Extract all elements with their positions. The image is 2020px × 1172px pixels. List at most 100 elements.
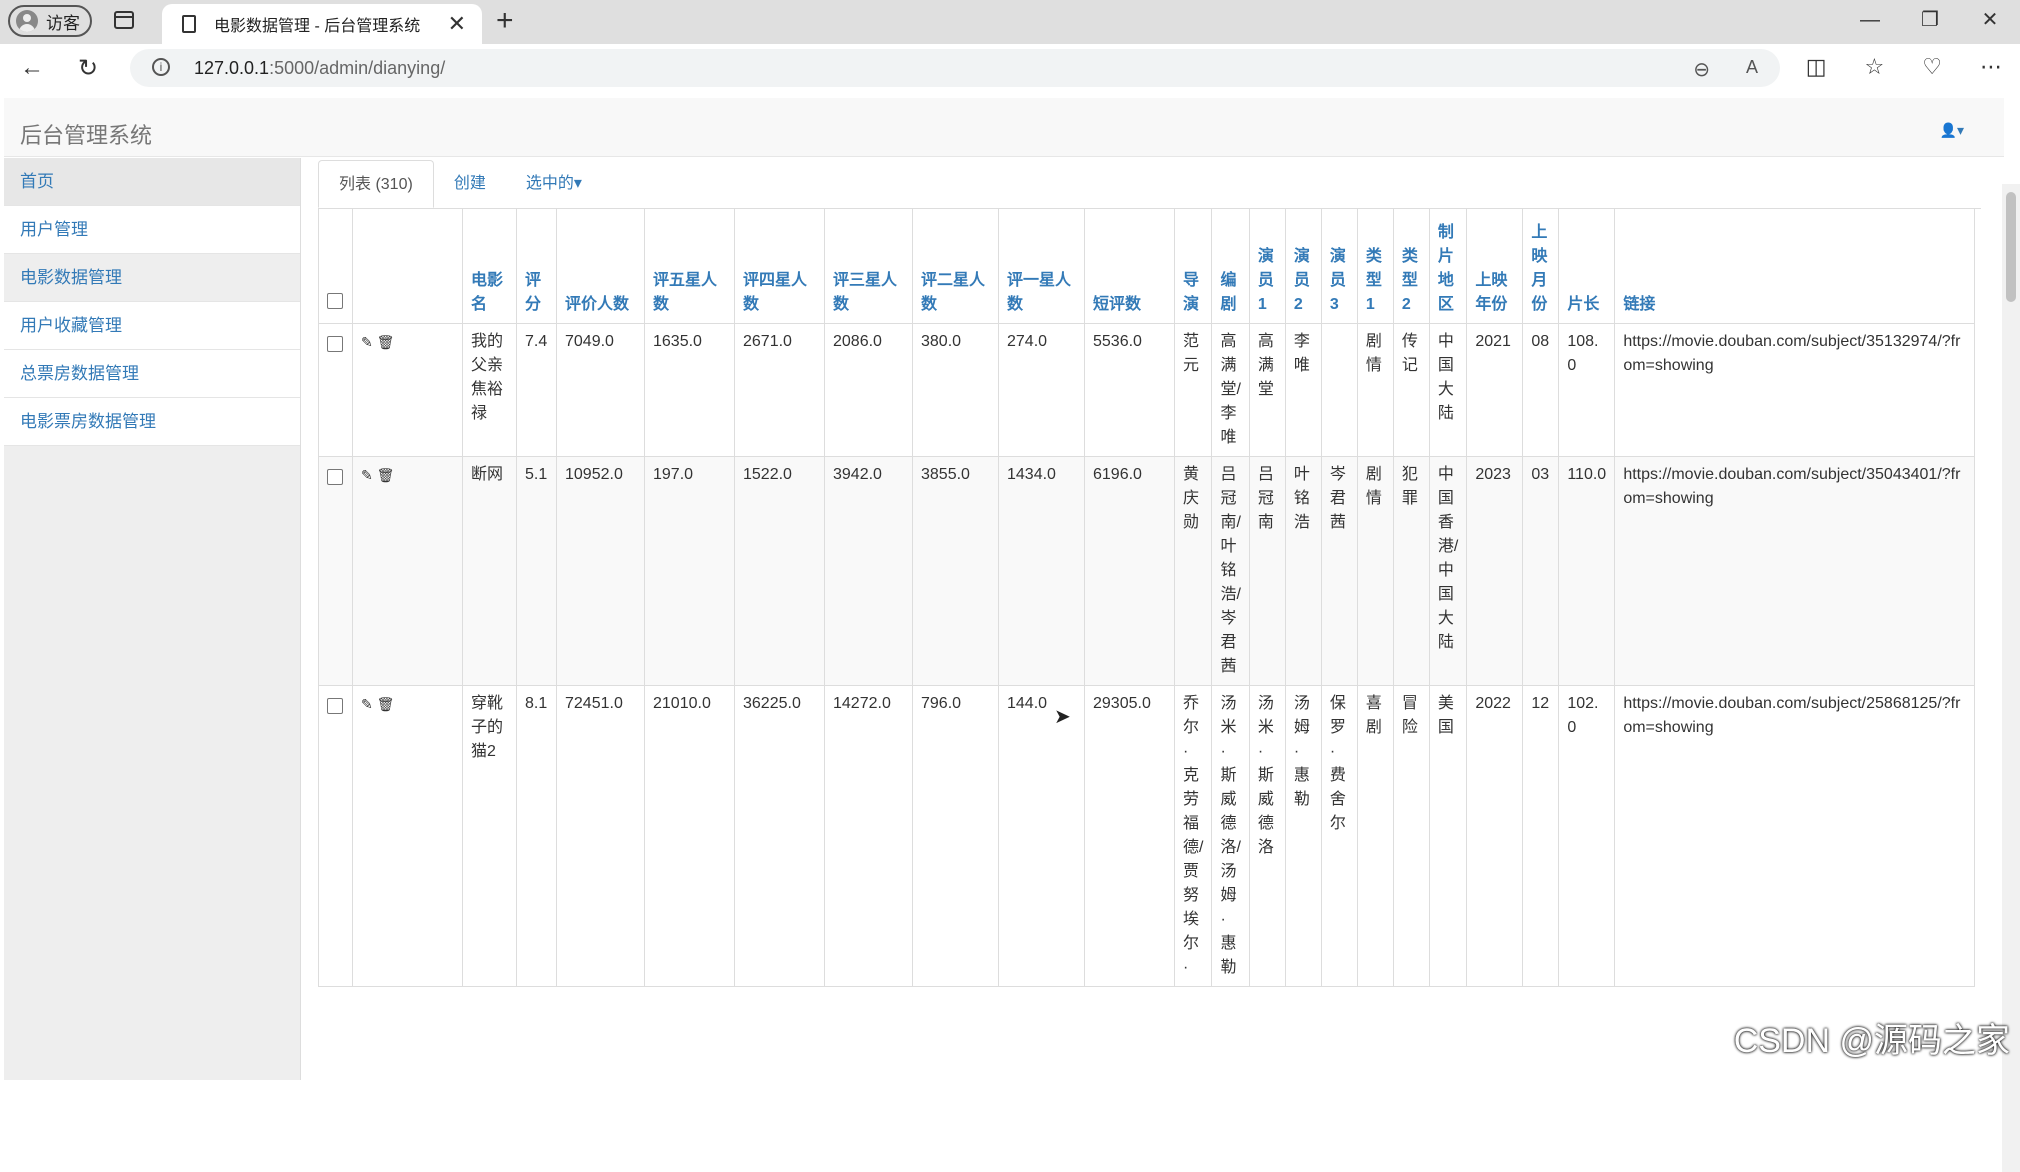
page-scrollbar[interactable]	[2002, 184, 2020, 1172]
split-screen-icon[interactable]: ◫	[1805, 54, 1827, 79]
table-cell: 1434.0	[998, 456, 1085, 686]
tab-selected-actions[interactable]: 选中的▾	[525, 175, 582, 192]
sidebar-item-movies[interactable]: 电影数据管理	[4, 254, 300, 302]
col-header[interactable]: 短评数	[1084, 208, 1175, 324]
profile-button[interactable]: 访客	[8, 5, 92, 37]
table-cell: 7049.0	[556, 323, 645, 457]
main-content: 列表 (310) 创建 选中的▾ 电影名	[318, 160, 1981, 1080]
sidebar-item-total-boxoffice[interactable]: 总票房数据管理	[4, 350, 300, 398]
col-header[interactable]: 片长	[1558, 208, 1616, 324]
close-tab-icon[interactable]: ✕	[447, 11, 466, 36]
table-cell[interactable]: https://movie.douban.com/subject/3504340…	[1614, 456, 1976, 686]
col-header[interactable]: 演员1	[1248, 208, 1286, 324]
zoom-out-icon[interactable]: ⊖	[1693, 59, 1710, 81]
table-cell: 汤姆·惠勒	[1284, 685, 1322, 987]
url-text: 127.0.0.1:5000/admin/dianying/	[194, 58, 446, 78]
table-cell: 吕冠南/叶铭浩/岑君茜	[1211, 456, 1250, 686]
table-cell: 3942.0	[824, 456, 913, 686]
row-checkbox[interactable]	[327, 698, 343, 714]
restore-icon[interactable]: ❐	[1921, 9, 1939, 31]
sidebar-item-home[interactable]: 首页	[4, 158, 300, 206]
movies-table: 电影名 评分 评价人数 评五星人数 评四星人数 评三星人数 评二星人数 评一星人…	[318, 208, 1976, 987]
browser-health-icon[interactable]: ♡	[1922, 54, 1942, 79]
scrollbar-thumb[interactable]	[2006, 192, 2016, 302]
table-cell: 剧情	[1356, 323, 1394, 457]
app-brand[interactable]: 后台管理系统	[20, 123, 153, 148]
row-checkbox[interactable]	[327, 469, 343, 485]
table-cell: 108.0	[1558, 323, 1616, 457]
table-cell[interactable]: https://movie.douban.com/subject/3513297…	[1614, 323, 1976, 457]
table-cell: 李唯	[1284, 323, 1322, 457]
col-header[interactable]: 评五星人数	[644, 208, 735, 324]
table-row: ✎ 🗑 穿靴子的猫2 8.1 72451.0 21010.0 36225.0 14272.0…	[318, 685, 1976, 987]
col-header[interactable]: 制片地区	[1428, 208, 1468, 324]
table-cell: 3855.0	[912, 456, 999, 686]
edit-icon[interactable]: ✎	[361, 696, 373, 712]
table-cell: 29305.0	[1084, 685, 1175, 987]
table-cell: 我的父亲焦裕禄	[462, 323, 517, 457]
col-header[interactable]: 评价人数	[556, 208, 645, 324]
user-menu-icon[interactable]: 👤▾	[1939, 122, 1964, 138]
table-cell: 197.0	[644, 456, 735, 686]
minimize-icon[interactable]: —	[1860, 9, 1880, 31]
col-header[interactable]: 演员2	[1284, 208, 1322, 324]
site-info-icon[interactable]: i	[152, 58, 170, 76]
table-cell: 穿靴子的猫2	[462, 685, 517, 987]
col-header[interactable]: 评二星人数	[912, 208, 999, 324]
reload-icon[interactable]: ↻	[78, 55, 99, 82]
sidebar: 首页 用户管理 电影数据管理 用户收藏管理 总票房数据管理 电影票房数据管理	[4, 158, 301, 1080]
col-header[interactable]: 编剧	[1211, 208, 1250, 324]
back-icon[interactable]: ←	[20, 54, 44, 81]
col-header[interactable]: 链接	[1614, 208, 1976, 324]
row-select-cell	[318, 323, 353, 457]
col-header[interactable]: 导演	[1173, 208, 1213, 324]
table-cell: 中国大陆	[1428, 323, 1468, 457]
table-cell: 380.0	[912, 323, 999, 457]
sidebar-item-movie-boxoffice[interactable]: 电影票房数据管理	[4, 398, 300, 446]
col-header[interactable]: 上映月份	[1522, 208, 1560, 324]
select-all-checkbox[interactable]	[327, 293, 343, 309]
sidebar-item-users[interactable]: 用户管理	[4, 206, 300, 254]
col-header[interactable]: 评四星人数	[734, 208, 825, 324]
col-header[interactable]: 上映年份	[1466, 208, 1524, 324]
edit-icon[interactable]: ✎	[361, 334, 373, 350]
new-tab-button[interactable]: +	[496, 4, 514, 37]
table-cell: 12	[1522, 685, 1560, 987]
delete-icon[interactable]: 🗑	[376, 696, 395, 712]
col-header[interactable]: 演员3	[1320, 208, 1358, 324]
row-actions: ✎ 🗑	[352, 456, 463, 686]
table-cell: 剧情	[1356, 456, 1394, 686]
browser-tab-active[interactable]: 电影数据管理 - 后台管理系统 ✕	[162, 4, 482, 44]
table-cell[interactable]: https://movie.douban.com/subject/2586812…	[1614, 685, 1976, 987]
favorites-icon[interactable]: ☆	[1864, 54, 1885, 79]
edit-icon[interactable]: ✎	[361, 467, 373, 483]
row-checkbox[interactable]	[327, 336, 343, 352]
table-cell: 叶铭浩	[1284, 456, 1322, 686]
table-cell: 2021	[1466, 323, 1524, 457]
col-header[interactable]: 类型1	[1356, 208, 1394, 324]
table-cell: 2023	[1466, 456, 1524, 686]
tab-list[interactable]: 列表 (310)	[318, 160, 434, 208]
table-cell: 2086.0	[824, 323, 913, 457]
col-header[interactable]: 类型2	[1392, 208, 1430, 324]
page-icon	[182, 15, 196, 33]
read-aloud-icon[interactable]: A	[1745, 57, 1758, 77]
table-cell: 08	[1522, 323, 1560, 457]
address-bar[interactable]: i 127.0.0.1:5000/admin/dianying/ ⊖ A	[130, 49, 1780, 87]
table-cell: 中国香港/中国大陆	[1428, 456, 1468, 686]
table-cell: 美国	[1428, 685, 1468, 987]
delete-icon[interactable]: 🗑	[376, 334, 395, 350]
row-select-cell	[318, 685, 353, 987]
tab-actions-icon[interactable]	[114, 11, 134, 29]
col-header[interactable]: 评三星人数	[824, 208, 913, 324]
table-cell: 6196.0	[1084, 456, 1175, 686]
close-window-icon[interactable]: ✕	[1981, 9, 1999, 31]
delete-icon[interactable]: 🗑	[376, 467, 395, 483]
more-menu-icon[interactable]: ⋯	[1980, 54, 2002, 79]
col-header[interactable]: 评一星人数	[998, 208, 1085, 324]
col-header[interactable]: 电影名	[462, 208, 517, 324]
row-actions: ✎ 🗑	[352, 323, 463, 457]
sidebar-item-favorites[interactable]: 用户收藏管理	[4, 302, 300, 350]
tab-create[interactable]: 创建	[453, 175, 486, 192]
col-header[interactable]: 评分	[516, 208, 557, 324]
